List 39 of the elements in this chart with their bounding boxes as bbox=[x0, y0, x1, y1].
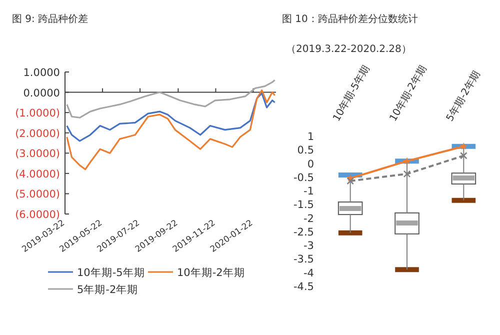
y-tick-label: -1 bbox=[304, 186, 314, 198]
y-tick-label: (1.0000) bbox=[15, 108, 60, 120]
y-tick-label: -1.5 bbox=[294, 199, 314, 212]
y-tick-label: (2.0000) bbox=[15, 128, 60, 140]
legend-item: 5年期-2年期 bbox=[48, 284, 138, 296]
line-series bbox=[66, 79, 276, 118]
y-tick-label: -4 bbox=[304, 267, 314, 280]
x-tick-label: 10年期-5年期 bbox=[330, 63, 372, 124]
y-tick-label: -4.5 bbox=[294, 281, 314, 293]
chart-subtitle: （2019.3.22-2020.2.28） bbox=[286, 44, 412, 55]
legend-label: 5年期-2年期 bbox=[77, 284, 138, 296]
y-tick-label: -0.5 bbox=[294, 172, 314, 184]
y-tick-label: (3.0000) bbox=[15, 148, 60, 160]
point bbox=[460, 142, 468, 150]
y-tick-label: -3.5 bbox=[294, 254, 314, 266]
y-tick-label: 1.0000 bbox=[23, 67, 60, 79]
y-tick-label: (4.0000) bbox=[15, 168, 60, 180]
y-tick-label: 0.0000 bbox=[23, 87, 60, 100]
y-tick-label: (6.0000) bbox=[15, 209, 60, 221]
x-tick-label: 10年期-2年期 bbox=[387, 63, 429, 124]
point bbox=[403, 170, 411, 178]
y-tick-label: -2 bbox=[304, 212, 314, 225]
legend-item: 10年期-5年期 bbox=[48, 267, 145, 279]
legend-label: 10年期-5年期 bbox=[77, 267, 145, 279]
x-tick-label: 5年期-2年期 bbox=[444, 68, 482, 124]
line-series bbox=[66, 92, 276, 142]
y-tick-label: 0.5 bbox=[297, 144, 314, 157]
y-tick-label: 0 bbox=[307, 158, 314, 170]
chart-title: 图 10：跨品种价差分位数统计 bbox=[282, 13, 418, 25]
y-tick-label: (5.0000) bbox=[15, 188, 60, 201]
y-tick-label: 1 bbox=[307, 131, 314, 143]
legend-item: 10年期-2年期 bbox=[148, 267, 245, 279]
chart-title: 图 9: 跨品种价差 bbox=[12, 13, 88, 25]
y-tick-label: -3 bbox=[304, 240, 314, 252]
line-series bbox=[66, 89, 276, 170]
legend-label: 10年期-2年期 bbox=[177, 267, 245, 279]
y-tick-label: -2.5 bbox=[294, 226, 314, 238]
point bbox=[346, 177, 354, 185]
point bbox=[460, 152, 468, 160]
